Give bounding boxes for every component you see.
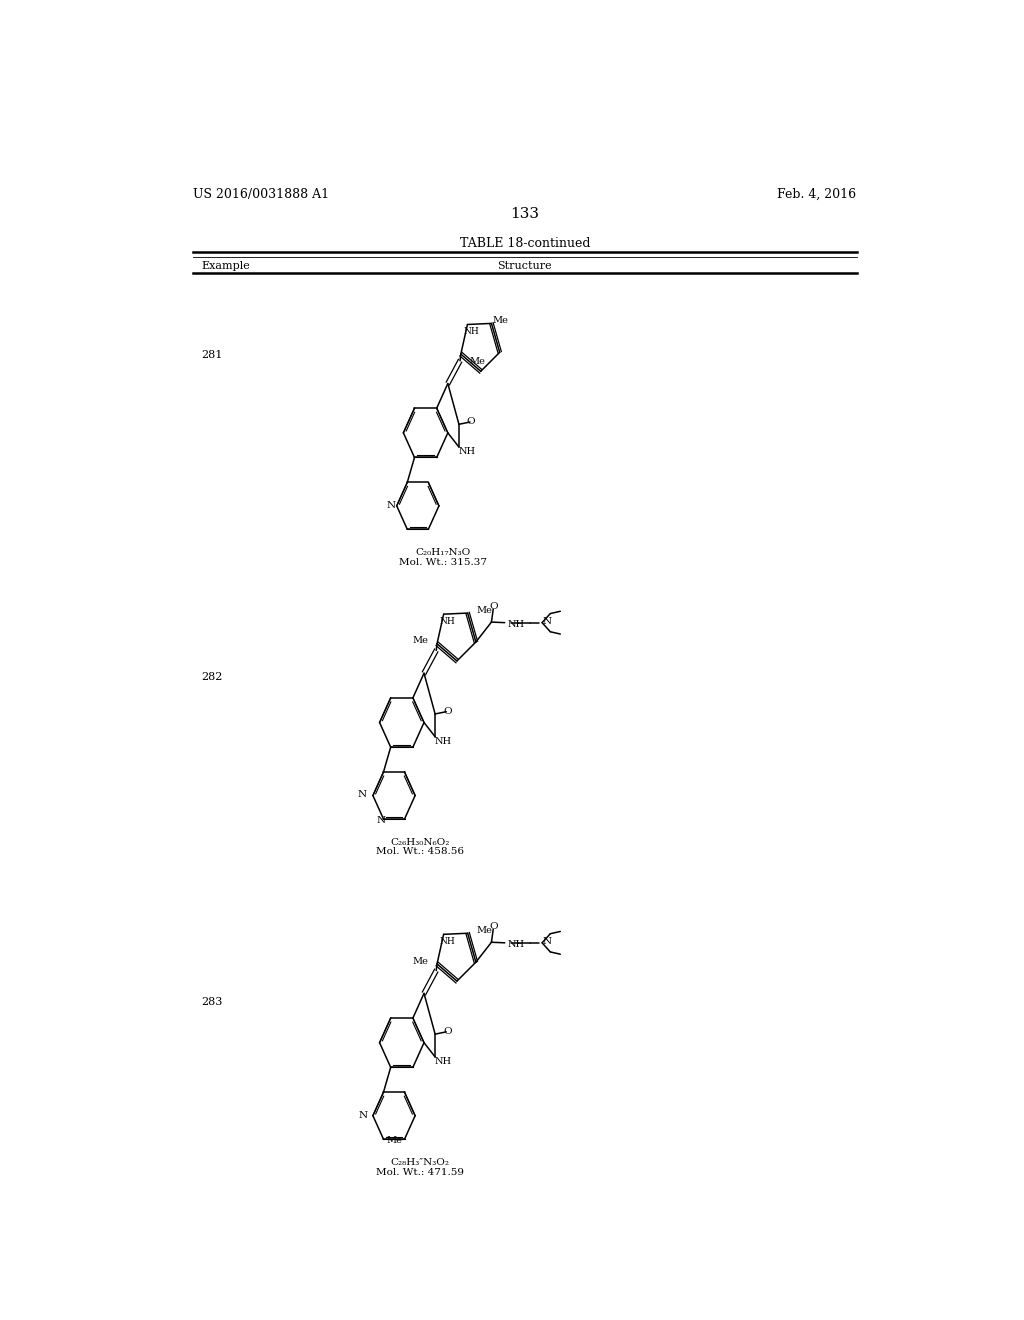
Text: Me: Me (469, 356, 485, 366)
Text: TABLE 18-continued: TABLE 18-continued (460, 236, 590, 249)
Text: O: O (443, 706, 452, 715)
Text: C₂₀H₁₇N₃O: C₂₀H₁₇N₃O (416, 548, 471, 557)
Text: NH: NH (434, 737, 452, 746)
Text: Example: Example (201, 260, 250, 271)
Text: NH: NH (508, 940, 524, 949)
Text: Mol. Wt.: 471.59: Mol. Wt.: 471.59 (376, 1168, 464, 1176)
Text: NH: NH (458, 447, 475, 455)
Text: O: O (489, 923, 498, 931)
Text: Mol. Wt.: 315.37: Mol. Wt.: 315.37 (399, 558, 487, 566)
Text: 283: 283 (201, 997, 222, 1007)
Text: NH: NH (439, 937, 456, 946)
Text: N: N (387, 502, 395, 511)
Text: N: N (377, 816, 386, 825)
Text: Mol. Wt.: 458.56: Mol. Wt.: 458.56 (376, 847, 464, 857)
Text: O: O (443, 1027, 452, 1036)
Text: N: N (542, 616, 551, 626)
Text: O: O (467, 417, 475, 426)
Text: Structure: Structure (498, 260, 552, 271)
Text: Me: Me (476, 606, 492, 615)
Text: C₂₈H₃″N₃O₂: C₂₈H₃″N₃O₂ (390, 1158, 450, 1167)
Text: N: N (357, 789, 367, 799)
Text: Feb. 4, 2016: Feb. 4, 2016 (777, 187, 856, 201)
Text: NH: NH (434, 1057, 452, 1065)
Text: NH: NH (464, 327, 479, 337)
Text: US 2016/0031888 A1: US 2016/0031888 A1 (194, 187, 329, 201)
Text: 282: 282 (201, 672, 222, 681)
Text: Me: Me (492, 315, 508, 325)
Text: 281: 281 (201, 350, 222, 359)
Text: NH: NH (508, 619, 524, 628)
Text: Me: Me (476, 925, 492, 935)
Text: C₂₆H₃₀N₆O₂: C₂₆H₃₀N₆O₂ (390, 837, 450, 846)
Text: 133: 133 (510, 207, 540, 220)
Text: NH: NH (439, 616, 456, 626)
Text: N: N (542, 937, 551, 946)
Text: Me: Me (413, 957, 429, 965)
Text: Me: Me (413, 636, 429, 645)
Text: Me: Me (386, 1137, 402, 1144)
Text: N: N (358, 1111, 368, 1121)
Text: O: O (489, 602, 498, 611)
